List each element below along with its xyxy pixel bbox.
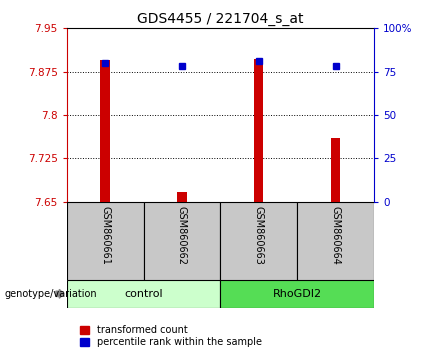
Bar [67,202,144,280]
Text: RhoGDI2: RhoGDI2 [273,289,322,299]
Bar [101,60,110,202]
Text: GSM860661: GSM860661 [100,206,110,264]
Bar [221,202,297,280]
Bar [331,138,340,202]
Title: GDS4455 / 221704_s_at: GDS4455 / 221704_s_at [137,12,304,26]
Text: GSM860663: GSM860663 [254,206,264,264]
Bar [254,59,264,202]
Text: GSM860664: GSM860664 [331,206,341,264]
Bar [67,280,221,308]
Text: control: control [124,289,163,299]
Bar [297,202,374,280]
Bar [221,280,374,308]
Bar [144,202,221,280]
Bar [177,192,187,202]
Legend: transformed count, percentile rank within the sample: transformed count, percentile rank withi… [80,325,261,347]
Text: genotype/variation: genotype/variation [4,289,97,299]
Text: GSM860662: GSM860662 [177,206,187,265]
